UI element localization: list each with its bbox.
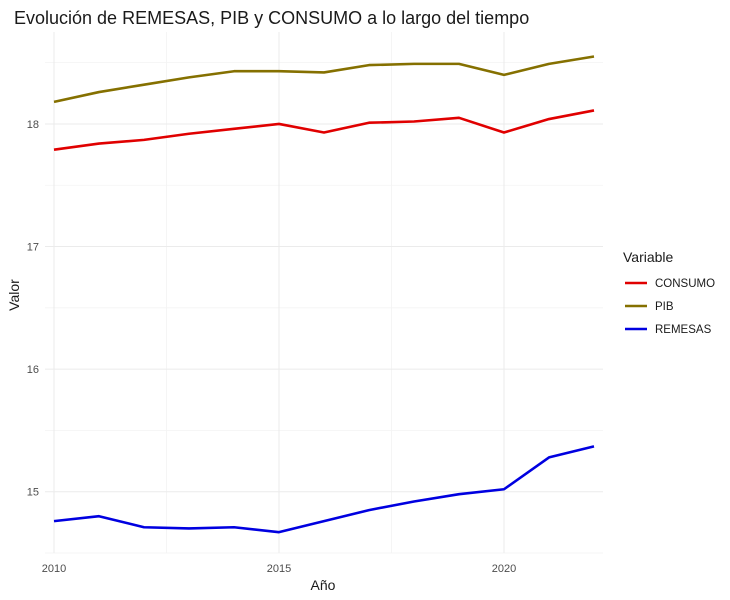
x-axis-ticks: 2010 2015 2020	[42, 563, 516, 575]
legend: Variable CONSUMO PIB REMESAS	[623, 249, 715, 336]
legend-title: Variable	[623, 249, 674, 265]
chart-title: Evolución de REMESAS, PIB y CONSUMO a lo…	[14, 8, 529, 28]
x-tick-label: 2010	[42, 563, 66, 575]
series-lines	[53, 55, 595, 534]
legend-label-consumo: CONSUMO	[655, 278, 715, 290]
y-axis-label: Valor	[6, 279, 22, 311]
series-line-remesas	[53, 445, 595, 534]
x-tick-label: 2020	[492, 563, 516, 575]
y-tick-label: 15	[27, 487, 39, 499]
y-tick-label: 18	[27, 119, 39, 131]
legend-items: CONSUMO PIB REMESAS	[625, 278, 715, 336]
y-axis-ticks: 15 16 17 18	[27, 119, 39, 499]
y-tick-label: 16	[27, 364, 39, 376]
grid	[45, 32, 603, 554]
series-line-consumo	[53, 109, 595, 151]
y-tick-label: 17	[27, 242, 39, 254]
x-axis-label: Año	[311, 577, 336, 593]
legend-label-remesas: REMESAS	[655, 324, 712, 336]
x-tick-label: 2015	[267, 563, 291, 575]
legend-label-pib: PIB	[655, 301, 674, 313]
series-line-pib	[53, 55, 595, 104]
